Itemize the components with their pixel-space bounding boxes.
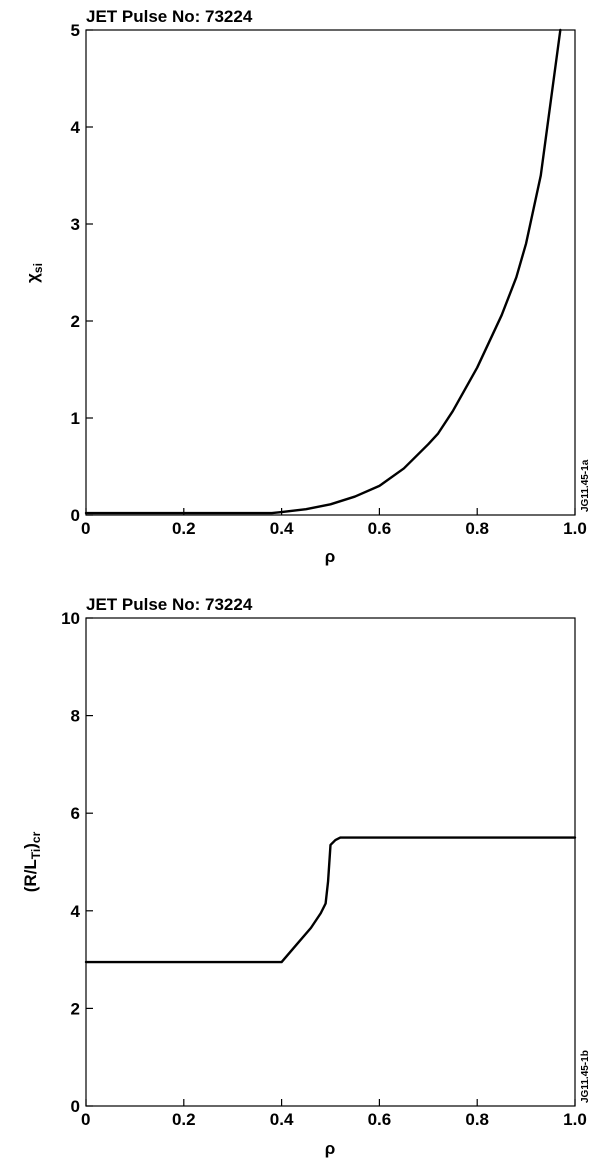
y-tick-label: 4 (71, 118, 81, 137)
x-tick-label: 0.2 (172, 1110, 196, 1129)
data-line (84, 836, 577, 964)
x-axis-label: ρ (325, 1139, 336, 1158)
x-tick-label: 0.2 (172, 519, 196, 538)
y-tick-label: 4 (71, 902, 81, 921)
plot-frame (85, 617, 576, 1107)
x-axis-label: ρ (325, 547, 336, 566)
chart-title: JET Pulse No: 73224 (86, 595, 253, 614)
y-tick-label: 5 (71, 21, 80, 40)
x-tick-label: 0 (81, 1110, 90, 1129)
x-tick-label: 0.8 (465, 519, 489, 538)
y-tick-label: 2 (71, 312, 80, 331)
x-tick-label: 0.6 (368, 519, 392, 538)
plot-frame (85, 29, 576, 516)
data-line (84, 28, 562, 515)
x-tick-label: 1.0 (563, 1110, 587, 1129)
figure-tag: JG11.45-1a (580, 459, 591, 512)
y-tick-label: 8 (71, 707, 80, 726)
x-tick-label: 0.8 (465, 1110, 489, 1129)
y-tick-label: 6 (71, 804, 80, 823)
chart-rlt-svg: JET Pulse No: 73224 0 0.2 0.4 0.6 0.8 1.0 0 2 4 6… (21, 595, 591, 1158)
x-tick-label: 0 (81, 519, 90, 538)
figure-tag: JG11.45-1b (580, 1050, 591, 1103)
x-tick-label: 0.4 (270, 1110, 294, 1129)
chart-panel-chi: JET Pulse No: 73224 0 0.2 0.4 0.6 0.8 1.0 0 1 2 3… (23, 7, 591, 566)
x-tick-label: 0.4 (270, 519, 294, 538)
y-tick-label: 0 (71, 1097, 80, 1116)
y-tick-label: 3 (71, 215, 80, 234)
y-tick-label: 10 (61, 609, 80, 628)
x-tick-label: 0.6 (368, 1110, 392, 1129)
y-tick-label: 0 (71, 506, 80, 525)
chart-chi-svg: JET Pulse No: 73224 0 0.2 0.4 0.6 0.8 1.0 0 1 2 3… (23, 7, 591, 566)
x-tick-label: 1.0 (563, 519, 587, 538)
chart-panel-rlt: JET Pulse No: 73224 0 0.2 0.4 0.6 0.8 1.0 0 2 4 6… (0, 579, 600, 1158)
chart-title: JET Pulse No: 73224 (86, 7, 253, 26)
y-axis-label: (R/LTi)cr (21, 831, 43, 892)
axis-ticks: 0 0.2 0.4 0.6 0.8 1.0 0 1 2 3 4 5 (71, 21, 587, 538)
y-axis-label: χsi (23, 263, 45, 283)
axis-ticks: 0 0.2 0.4 0.6 0.8 1.0 0 2 4 6 8 10 (61, 609, 587, 1129)
y-tick-label: 1 (71, 409, 80, 428)
y-tick-label: 2 (71, 999, 80, 1018)
